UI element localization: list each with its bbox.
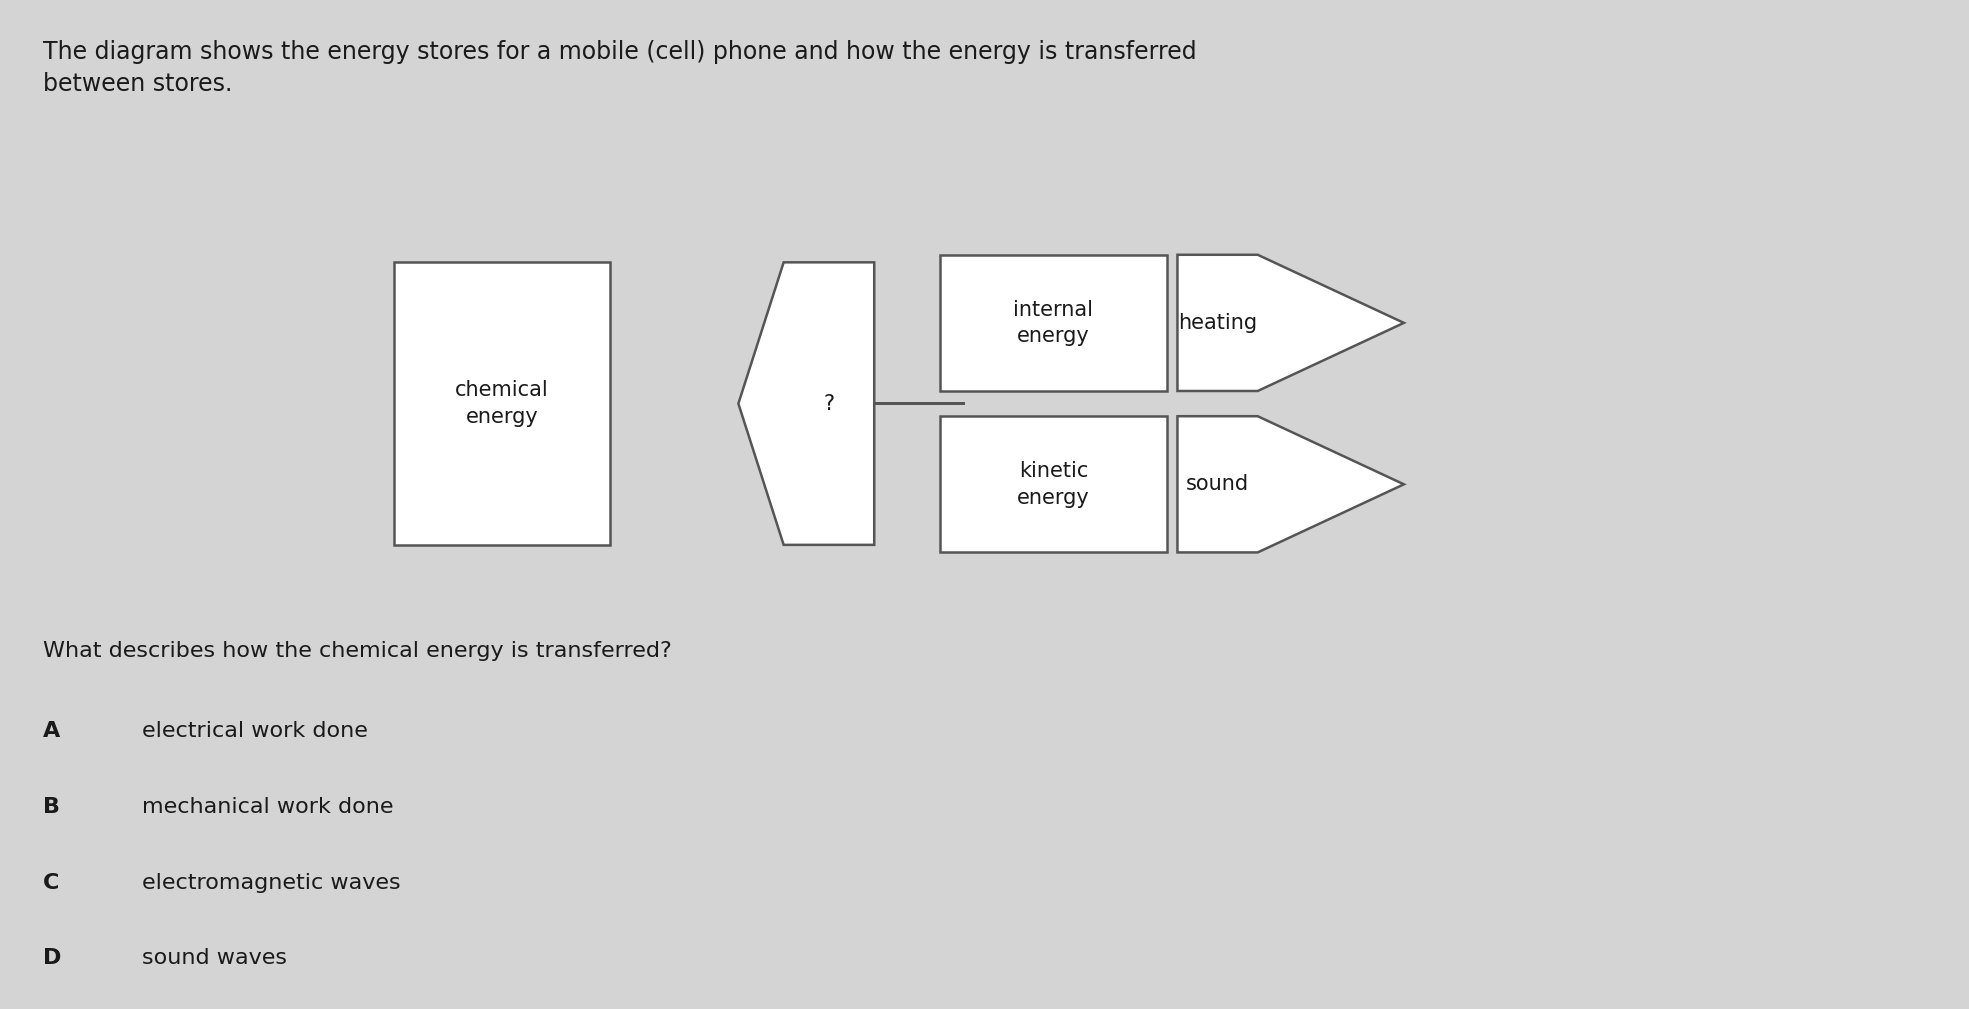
Text: electromagnetic waves: electromagnetic waves — [142, 873, 400, 893]
Text: C: C — [43, 873, 59, 893]
Text: B: B — [43, 797, 61, 817]
Text: electrical work done: electrical work done — [142, 721, 368, 742]
Text: sound waves: sound waves — [142, 948, 287, 969]
FancyBboxPatch shape — [394, 262, 610, 545]
Text: sound: sound — [1185, 474, 1248, 494]
Text: mechanical work done: mechanical work done — [142, 797, 394, 817]
Text: internal
energy: internal energy — [1014, 300, 1093, 346]
Text: A: A — [43, 721, 61, 742]
FancyBboxPatch shape — [941, 416, 1166, 553]
FancyBboxPatch shape — [941, 254, 1166, 390]
Text: chemical
energy: chemical energy — [455, 380, 549, 427]
Text: The diagram shows the energy stores for a mobile (cell) phone and how the energy: The diagram shows the energy stores for … — [43, 40, 1197, 96]
Polygon shape — [1177, 254, 1404, 390]
Polygon shape — [738, 262, 965, 545]
Text: D: D — [43, 948, 61, 969]
Text: heating: heating — [1177, 313, 1256, 333]
Text: What describes how the chemical energy is transferred?: What describes how the chemical energy i… — [43, 641, 671, 661]
Text: kinetic
energy: kinetic energy — [1018, 461, 1089, 508]
Text: ?: ? — [823, 394, 835, 414]
Polygon shape — [1177, 416, 1404, 553]
